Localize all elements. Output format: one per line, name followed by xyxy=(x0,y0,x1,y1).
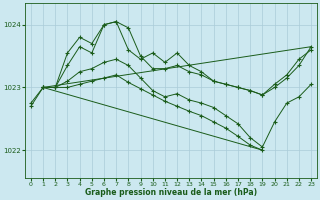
X-axis label: Graphe pression niveau de la mer (hPa): Graphe pression niveau de la mer (hPa) xyxy=(85,188,257,197)
